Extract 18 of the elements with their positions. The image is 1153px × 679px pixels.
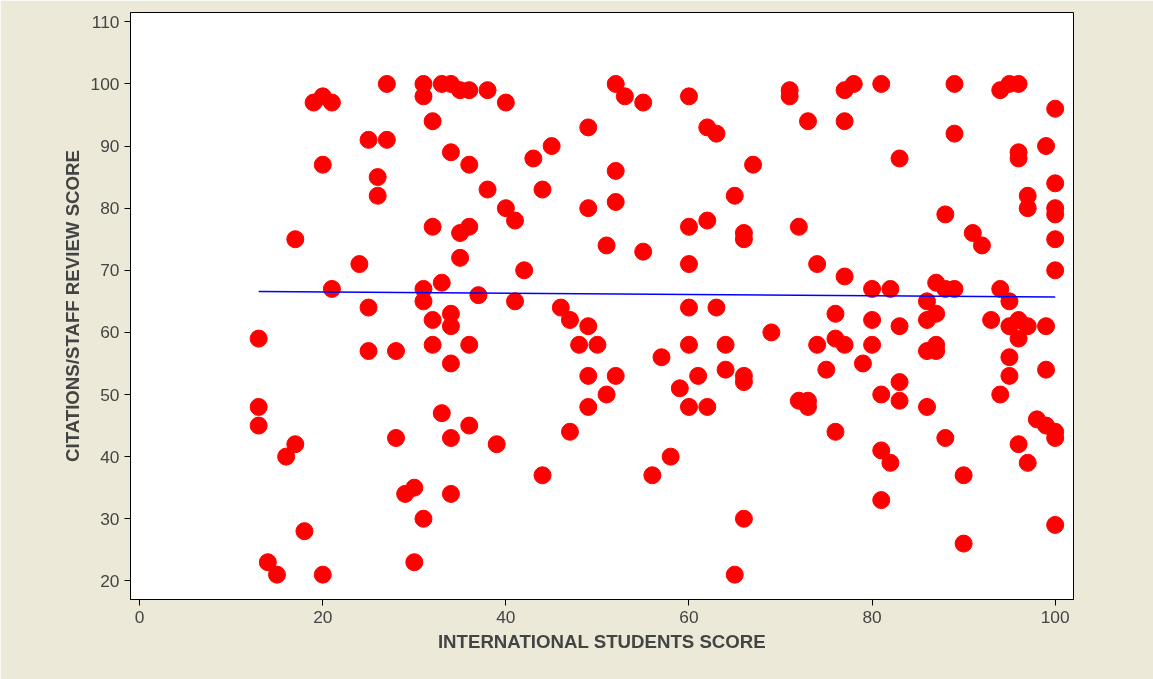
y-tick-label: 110 bbox=[91, 11, 120, 32]
y-tick-label: 80 bbox=[100, 198, 120, 219]
y-tick-label: 70 bbox=[100, 260, 120, 281]
y-tick-label: 100 bbox=[90, 73, 120, 94]
x-tick-label: 40 bbox=[496, 606, 516, 627]
x-tick-label: 80 bbox=[862, 606, 882, 627]
y-tick-label: 60 bbox=[100, 322, 120, 343]
y-tick-label: 90 bbox=[100, 136, 120, 157]
x-tick-label: 0 bbox=[134, 606, 145, 627]
y-tick-label: 20 bbox=[100, 570, 120, 591]
y-tick-label: 30 bbox=[100, 508, 120, 529]
x-tick-label: 20 bbox=[313, 606, 333, 627]
y-axis-title: CITATIONS/STAFF REVIEW SCORE bbox=[61, 150, 83, 462]
x-tick-label: 60 bbox=[679, 606, 699, 627]
x-axis-title: INTERNATIONAL STUDENTS SCORE bbox=[437, 630, 766, 652]
x-tick-label: 100 bbox=[1040, 606, 1070, 627]
y-tick-label: 40 bbox=[100, 446, 120, 467]
y-tick-label: 50 bbox=[100, 384, 120, 405]
